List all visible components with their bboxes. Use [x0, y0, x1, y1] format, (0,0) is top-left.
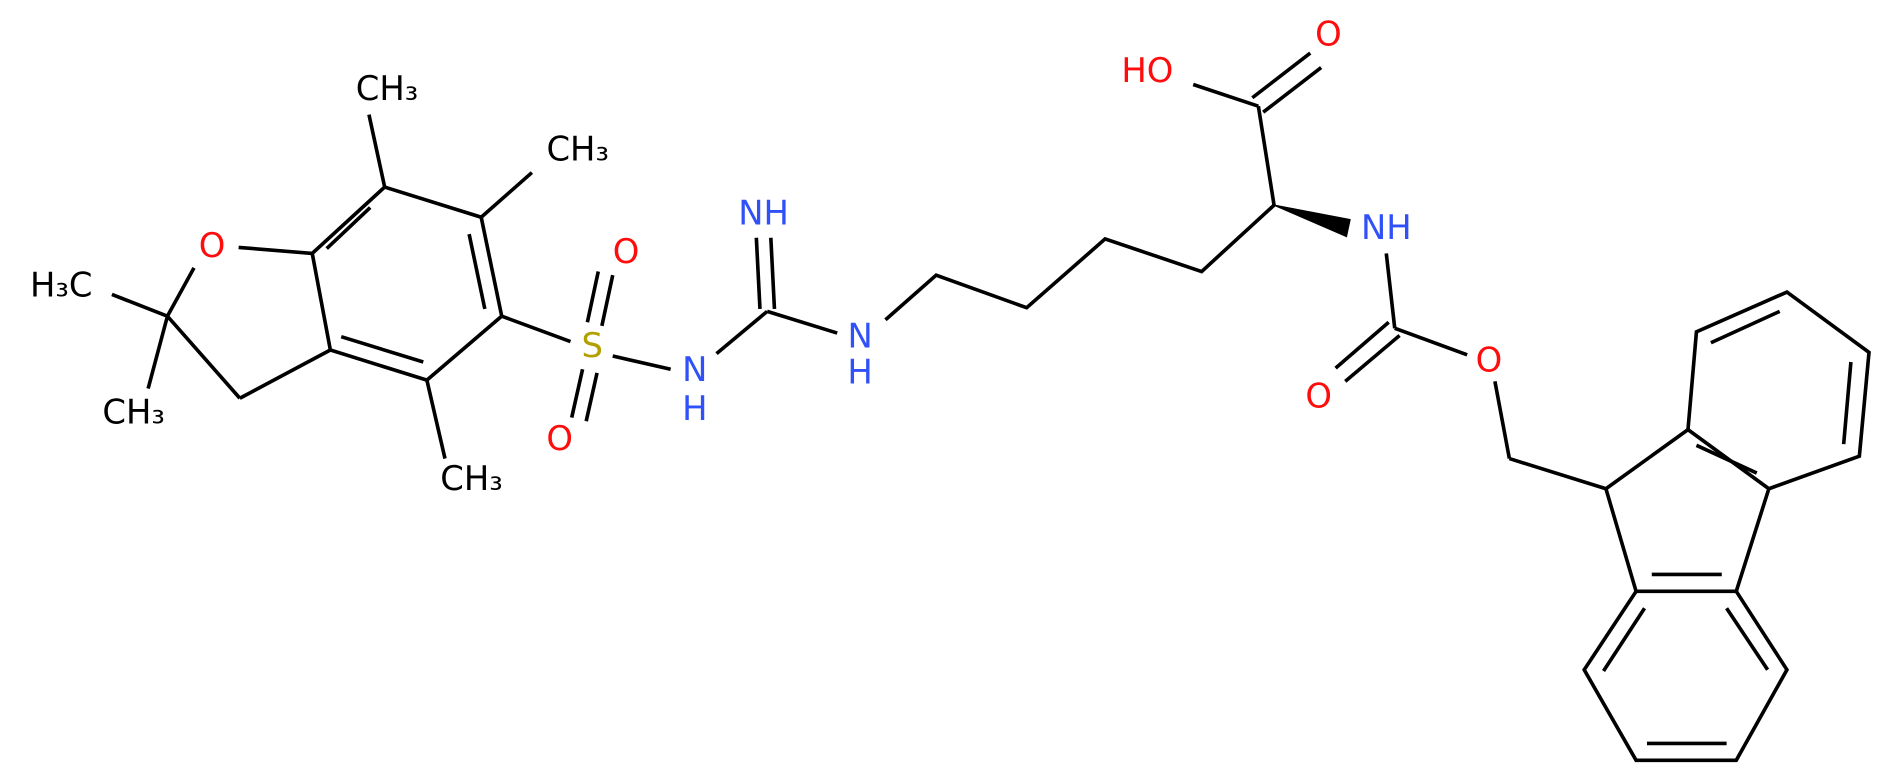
atom-label: O: [199, 226, 226, 265]
atom-label: O: [546, 419, 573, 458]
atom-label: O: [1305, 377, 1332, 416]
atom-label: CH₃: [102, 392, 165, 431]
atom-label: NH: [738, 193, 789, 232]
atom-label: O: [1315, 15, 1342, 54]
atom-label: H₃C: [30, 266, 93, 305]
atom-label: CH₃: [546, 129, 609, 168]
atom-label: O: [613, 232, 640, 271]
atom-label: H: [847, 353, 872, 392]
atom-label: HO: [1121, 51, 1173, 90]
atom-labels: CH₃ CH₃ O H₃C CH₃ CH₃ S O O N H NH N H H…: [30, 15, 1502, 498]
atom-label: NH: [1361, 208, 1412, 247]
atom-label: CH₃: [440, 459, 503, 498]
atom-label: CH₃: [356, 69, 419, 108]
atom-label: O: [1476, 341, 1503, 380]
bonds: [111, 51, 1871, 763]
atom-label: H: [682, 389, 707, 428]
atom-label: N: [682, 350, 707, 389]
atom-label: S: [581, 326, 602, 365]
atom-label: N: [847, 316, 872, 355]
